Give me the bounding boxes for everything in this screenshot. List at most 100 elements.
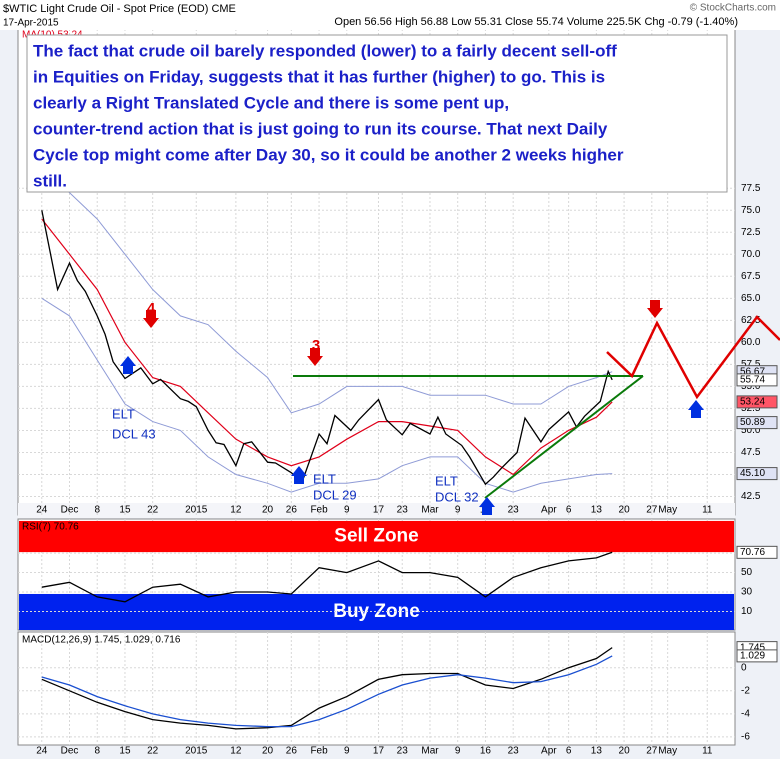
- x-tick-label: 13: [591, 746, 603, 757]
- x-tick-label: 6: [566, 746, 572, 757]
- series-line: [41, 655, 613, 728]
- y-tick-label: 52.5: [741, 403, 761, 414]
- header-title: $WTIC Light Crude Oil - Spot Price (EOD)…: [3, 3, 236, 15]
- x-tick-label: 9: [344, 746, 350, 757]
- x-tick-label: 8: [94, 746, 100, 757]
- y-tick-label: 57.5: [741, 359, 761, 370]
- x-tick-label: 23: [508, 746, 520, 757]
- y-tick-label: 47.5: [741, 447, 761, 458]
- arrow-up: [291, 466, 307, 484]
- series-line: [41, 174, 613, 414]
- series-line: [41, 218, 613, 476]
- series-line: [41, 210, 613, 486]
- y-tick-label: -2: [741, 685, 750, 696]
- x-tick-label: 20: [262, 746, 274, 757]
- dcl-label: DCL 43: [112, 426, 156, 441]
- x-tick-label: 15: [119, 746, 131, 757]
- x-tick-label: 11: [702, 746, 713, 757]
- arrow-up: [688, 400, 704, 418]
- x-tick-label: Feb: [310, 746, 328, 757]
- y-tick-label: 50: [741, 567, 753, 578]
- cycle-label: 3: [312, 337, 320, 354]
- arrow-up: [479, 497, 495, 515]
- arrow-up: [120, 356, 136, 374]
- y-tick-label: 10: [741, 606, 753, 617]
- header-bar: [0, 0, 780, 30]
- x-tick-label: 23: [508, 505, 520, 516]
- legend-entry: RSI(7) 70.76: [22, 522, 79, 533]
- value-label: 1.029: [740, 651, 765, 662]
- zone-label: Sell Zone: [334, 526, 418, 547]
- x-tick-label: Mar: [421, 746, 439, 757]
- series-line: [41, 647, 613, 730]
- x-tick-label: 16: [480, 746, 492, 757]
- x-tick-label: 12: [230, 746, 242, 757]
- x-tick-label: Apr: [541, 746, 557, 757]
- value-label: 55.74: [740, 375, 765, 386]
- y-tick-label: 72.5: [741, 227, 761, 238]
- y-tick-label: 0: [741, 662, 747, 673]
- x-tick-label: Mar: [421, 505, 439, 516]
- y-tick-label: -6: [741, 732, 750, 743]
- x-tick-label: 22: [147, 505, 159, 516]
- x-tick-label: Apr: [541, 505, 557, 516]
- dcl-label: ELT: [112, 406, 135, 421]
- blue-arrows: [120, 356, 704, 515]
- note-box: [26, 34, 728, 193]
- x-tick-label: 24: [36, 746, 48, 757]
- y-tick-label: 67.5: [741, 271, 761, 282]
- note-line: Cycle top might come after Day 30, so it…: [33, 145, 624, 164]
- y-tick-label: 65.0: [741, 293, 761, 304]
- y-tick-label: 77.5: [741, 183, 761, 194]
- x-tick-label: May: [658, 505, 677, 516]
- note-line: still.: [33, 171, 67, 190]
- dcl-label: ELT: [313, 471, 336, 486]
- x-tick-label: 2015: [185, 746, 208, 757]
- arrow-down: [307, 348, 323, 366]
- y-tick-label: 62.5: [741, 315, 761, 326]
- arrow-down: [647, 300, 663, 318]
- x-tick-label: 20: [619, 746, 631, 757]
- value-box: [736, 416, 778, 430]
- header-date: 17-Apr-2015: [3, 18, 59, 29]
- x-tick-label: 9: [344, 505, 350, 516]
- legend-entry: MACD(12,26,9) 1.745, 1.029, 0.716: [22, 635, 181, 646]
- cycle-label: 4: [147, 300, 156, 317]
- x-tick-label: 26: [286, 505, 298, 516]
- trend-line: [484, 375, 644, 499]
- y-tick-label: 42.5: [741, 491, 761, 502]
- header-quote: Open 56.56 High 56.88 Low 55.31 Close 55…: [334, 16, 738, 28]
- dcl-label: DCL 32: [435, 489, 479, 504]
- value-label: 50.89: [740, 417, 765, 428]
- x-tick-label: 9: [455, 505, 461, 516]
- x-tick-label: 11: [702, 505, 713, 516]
- x-tick-label: May: [658, 746, 677, 757]
- red-arrows: [143, 300, 663, 366]
- arrow-down: [143, 310, 159, 328]
- x-tick-label: 20: [262, 505, 274, 516]
- value-label: 70.76: [740, 547, 765, 558]
- y-tick-label: 55.0: [741, 381, 761, 392]
- x-tick-label: 6: [566, 505, 572, 516]
- zone: [19, 520, 734, 553]
- zone-label: Buy Zone: [333, 601, 420, 622]
- y-tick-label: 60.0: [741, 337, 761, 348]
- x-tick-label: 17: [373, 505, 385, 516]
- x-tick-label: Feb: [310, 505, 328, 516]
- value-label: 45.10: [740, 468, 765, 479]
- macd-panel: [17, 631, 736, 746]
- dcl-label: DCL 29: [313, 487, 357, 502]
- value-label: 53.24: [740, 397, 765, 408]
- x-axis-strip: [18, 503, 735, 518]
- x-tick-label: 12: [230, 505, 242, 516]
- x-tick-label: 9: [455, 746, 461, 757]
- note-line: clearly a Right Translated Cycle and the…: [33, 93, 509, 112]
- x-tick-label: 23: [397, 746, 409, 757]
- value-label: 56.67: [740, 366, 765, 377]
- projection: [606, 315, 780, 400]
- value-box: [736, 545, 778, 559]
- y-tick-label: -4: [741, 709, 750, 720]
- y-tick-label: 75.0: [741, 205, 761, 216]
- x-tick-label: 2015: [185, 505, 208, 516]
- series-line: [41, 551, 613, 603]
